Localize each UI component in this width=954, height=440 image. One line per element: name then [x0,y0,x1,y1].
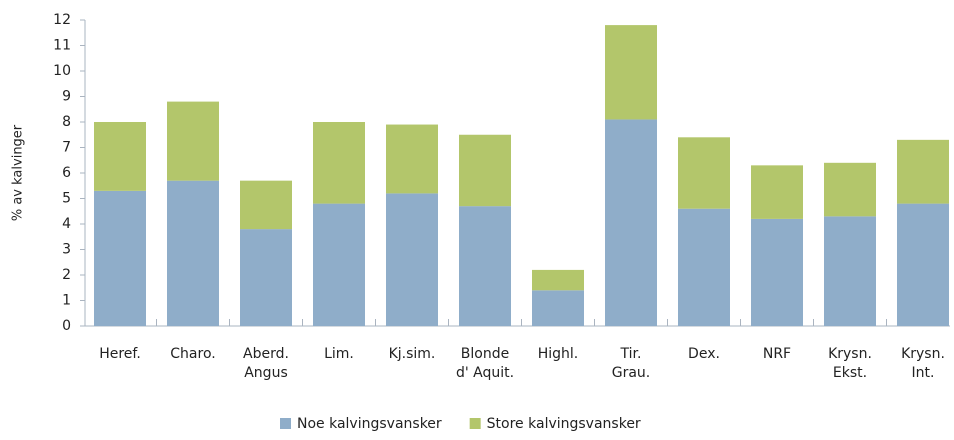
bar [605,119,657,326]
x-tick-label: Lim. [324,346,354,362]
bar [897,203,949,326]
x-tick-label-line: Aberd. [243,346,289,362]
bar [94,190,146,326]
x-tick-label: Blonde d' Aquit. [456,346,514,381]
x-tick-label: Aberd. Angus [243,346,289,381]
y-tick-label: 10 [53,63,71,79]
x-tick-label: Tir. Grau. [612,346,651,381]
bar [897,139,949,204]
y-tick-label: 1 [62,293,71,309]
y-tick-label: 4 [62,216,71,232]
legend-label: Store kalvingsvansker [487,416,641,432]
x-tick-label-line: Charo. [170,346,215,362]
x-tick-label-line: Krysn. [828,346,872,362]
x-tick-label-line: Blonde [461,346,509,362]
bar [313,203,365,326]
y-tick-label: 2 [62,267,71,283]
bar [678,208,730,326]
bar [386,124,438,194]
bar [605,25,657,120]
x-tick-label-line: Krysn. [901,346,945,362]
x-tick-label: Krysn. Int. [901,346,945,381]
x-tick-label: NRF [763,346,791,362]
x-tick-label-line: Kj.sim. [389,346,436,362]
y-tick-label: 6 [62,165,71,181]
x-tick-label-line: Grau. [612,365,651,381]
y-tick-label: 8 [62,114,71,130]
y-tick-label: 0 [62,318,71,334]
y-tick-label: 11 [53,38,71,54]
x-tick-label-line: Int. [912,365,935,381]
legend-swatch [469,418,481,429]
y-tick-label: 5 [62,191,71,207]
y-tick-label: 9 [62,89,71,105]
x-tick-label-line: Angus [244,365,288,381]
x-tick-label-line: Highl. [538,346,579,362]
x-tick-label-line: Dex. [688,346,720,362]
bar [167,180,219,326]
y-axis-label: % av kalvinger [11,124,26,221]
bar [94,122,146,191]
bar [751,218,803,326]
y-tick-label: 12 [53,12,71,28]
bar [167,101,219,181]
x-tick-label: Highl. [538,346,579,362]
x-tick-label: Kj.sim. [389,346,436,362]
x-tick-label-line: Tir. [620,346,642,362]
bar [678,137,730,209]
bar [824,162,876,217]
bar [532,269,584,291]
legend-label: Noe kalvingsvansker [297,416,442,432]
bar [459,206,511,326]
bar [751,165,803,219]
bar [532,290,584,326]
bar [824,216,876,326]
x-tick-label: Heref. [99,346,141,362]
y-tick-label: 3 [62,242,71,258]
x-tick-label-line: NRF [763,346,791,362]
bar [459,134,511,207]
x-tick-label: Krysn. Ekst. [828,346,872,381]
bar [386,193,438,326]
x-tick-label-line: Heref. [99,346,141,362]
x-tick-label: Charo. [170,346,215,362]
x-tick-label-line: d' Aquit. [456,365,514,381]
x-tick-label-line: Ekst. [833,365,867,381]
y-tick-label: 7 [62,140,71,156]
bar [313,122,365,204]
legend-swatch [280,418,291,429]
bar [240,180,292,230]
bar [240,229,292,326]
x-tick-label-line: Lim. [324,346,354,362]
x-tick-label: Dex. [688,346,720,362]
